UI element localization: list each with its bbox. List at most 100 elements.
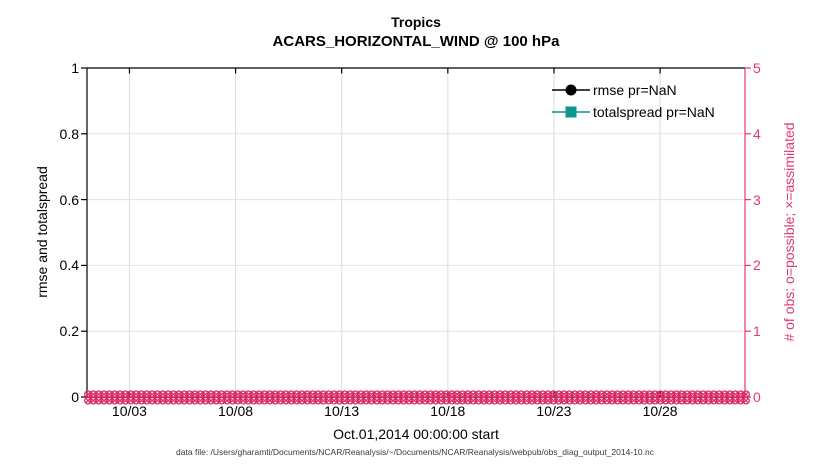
obs-assimilated-marker [534,398,540,404]
obs-assimilated-marker [251,391,257,397]
obs-assimilated-marker [481,391,487,397]
obs-possible-marker [105,396,114,405]
obs-possible-marker [421,396,429,405]
right-tick-label: 2 [753,257,761,274]
obs-assimilated-marker [96,398,102,404]
obs-assimilated-marker [128,398,134,404]
obs-assimilated-marker [550,391,556,397]
obs-assimilated-marker [508,398,514,404]
obs-assimilated-marker [631,398,637,404]
obs-possible-marker [367,396,376,405]
chart-title: Tropics [391,14,441,30]
obs-assimilated-marker [96,391,102,397]
obs-assimilated-marker [492,391,498,397]
obs-assimilated-marker [181,391,187,397]
obs-assimilated-marker [631,391,637,397]
obs-possible-marker [292,396,301,405]
obs-assimilated-marker [615,398,621,404]
obs-assimilated-marker [583,391,589,397]
obs-assimilated-marker [320,391,326,397]
left-axis-label: rmse and totalspread [34,166,50,298]
obs-assimilated-marker [336,398,342,404]
obs-assimilated-marker [245,398,251,404]
right-tick-label: 0 [753,389,761,405]
obs-possible-marker [533,396,542,405]
obs-assimilated-marker [406,398,412,404]
obs-assimilated-marker [278,391,284,397]
obs-assimilated-marker [449,391,455,397]
obs-possible-marker [196,396,205,405]
obs-possible-marker [148,396,157,405]
obs-assimilated-marker [229,391,235,397]
obs-possible-marker [335,396,344,405]
obs-possible-marker [442,396,451,405]
obs-possible-marker [388,396,397,405]
obs-assimilated-marker [652,391,658,397]
obs-assimilated-marker [401,391,407,397]
obs-assimilated-marker [90,391,96,397]
obs-possible-marker [260,396,269,405]
obs-assimilated-marker [374,391,380,397]
obs-possible-marker [731,396,740,405]
obs-possible-marker [469,396,478,405]
obs-assimilated-marker [518,398,524,404]
obs-assimilated-marker [395,398,401,404]
obs-assimilated-marker [85,391,91,397]
x-tick-label: 10/08 [218,403,254,419]
obs-assimilated-marker [176,391,182,397]
obs-possible-marker [281,396,290,405]
obs-possible-marker [394,396,403,405]
obs-assimilated-marker [245,391,251,397]
obs-assimilated-marker [454,398,460,404]
obs-possible-marker [624,396,633,405]
obs-assimilated-marker [101,398,107,404]
obs-possible-marker [399,396,408,405]
obs-assimilated-marker [171,391,177,397]
rmse-legend-marker [552,84,590,96]
obs-assimilated-marker [240,391,246,397]
obs-possible-marker [490,396,499,405]
obs-possible-marker [635,396,643,405]
obs-possible-marker [538,396,547,405]
obs-assimilated-marker [427,391,433,397]
obs-possible-marker [597,396,606,405]
obs-assimilated-marker [545,398,551,404]
obs-assimilated-marker [224,398,230,404]
obs-assimilated-marker [320,398,326,404]
obs-possible-marker [602,396,611,405]
obs-assimilated-marker [411,398,417,404]
data-file-caption: data file: /Users/gharamti/Documents/NCA… [176,447,654,457]
obs-possible-marker [207,396,215,405]
obs-assimilated-marker [262,398,268,404]
obs-assimilated-marker [743,391,749,397]
obs-assimilated-marker [144,398,150,404]
obs-assimilated-marker [583,398,589,404]
obs-assimilated-marker [470,398,476,404]
legend-label-rmse: rmse pr=NaN [593,82,677,98]
obs-assimilated-marker [128,391,134,397]
left-tick-label: 0.2 [59,323,79,340]
obs-possible-marker [233,396,242,405]
obs-possible-marker [720,396,729,405]
obs-possible-marker [265,396,274,405]
obs-assimilated-marker [385,391,391,397]
obs-assimilated-marker [529,398,535,404]
obs-assimilated-marker [673,391,679,397]
obs-possible-marker [244,396,253,405]
obs-possible-marker [308,396,317,405]
obs-possible-marker [324,396,333,405]
obs-assimilated-marker [369,391,375,397]
chart-subtitle: ACARS_HORIZONTAL_WIND @ 100 hPa [272,33,560,50]
obs-assimilated-marker [540,391,546,397]
obs-assimilated-marker [203,391,209,397]
obs-assimilated-marker [508,391,514,397]
obs-assimilated-marker [422,398,428,404]
obs-assimilated-marker [139,391,144,397]
obs-possible-marker [340,396,349,405]
obs-assimilated-marker [208,398,214,404]
obs-assimilated-marker [235,398,241,404]
obs-assimilated-marker [711,398,717,404]
obs-possible-marker [677,396,686,405]
obs-possible-marker [565,396,574,405]
obs-assimilated-marker [486,398,492,404]
